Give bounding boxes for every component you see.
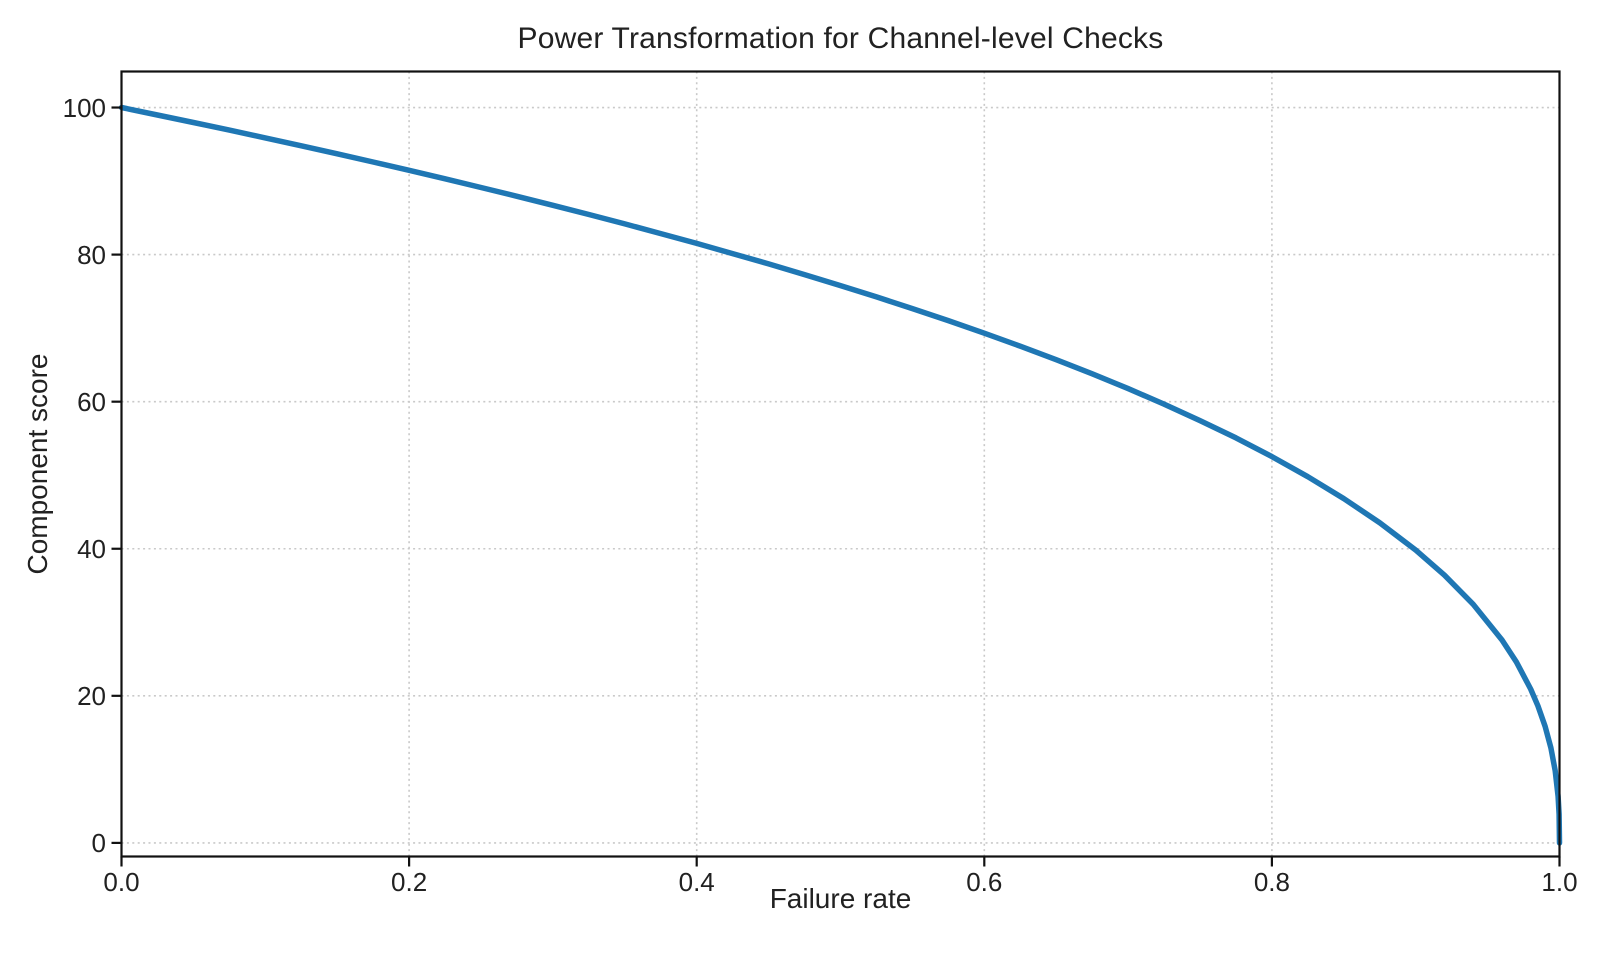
- x-tick-label: 1.0: [1541, 867, 1578, 897]
- y-tick-label: 100: [62, 92, 106, 123]
- y-tick-label: 0: [91, 827, 106, 858]
- axes-frame: [120, 70, 1561, 858]
- x-axis-label: Failure rate: [769, 883, 912, 914]
- y-tick-label: 40: [77, 533, 106, 564]
- x-tick-label: 0.6: [966, 867, 1003, 897]
- x-tick-label: 0.2: [391, 867, 428, 897]
- gridlines: [120, 71, 1561, 857]
- y-tick-label: 20: [77, 680, 106, 711]
- score-curve: [118, 104, 1563, 846]
- y-tick-label: 60: [77, 386, 106, 417]
- x-tick-label: 0.8: [1253, 867, 1290, 897]
- chart-title: Power Transformation for Channel-level C…: [517, 22, 1164, 55]
- x-tick-label: 0.4: [678, 867, 715, 897]
- tick-marks: [111, 106, 1561, 867]
- x-tick-label: 0.0: [103, 867, 140, 897]
- y-tick-label: 80: [77, 239, 106, 270]
